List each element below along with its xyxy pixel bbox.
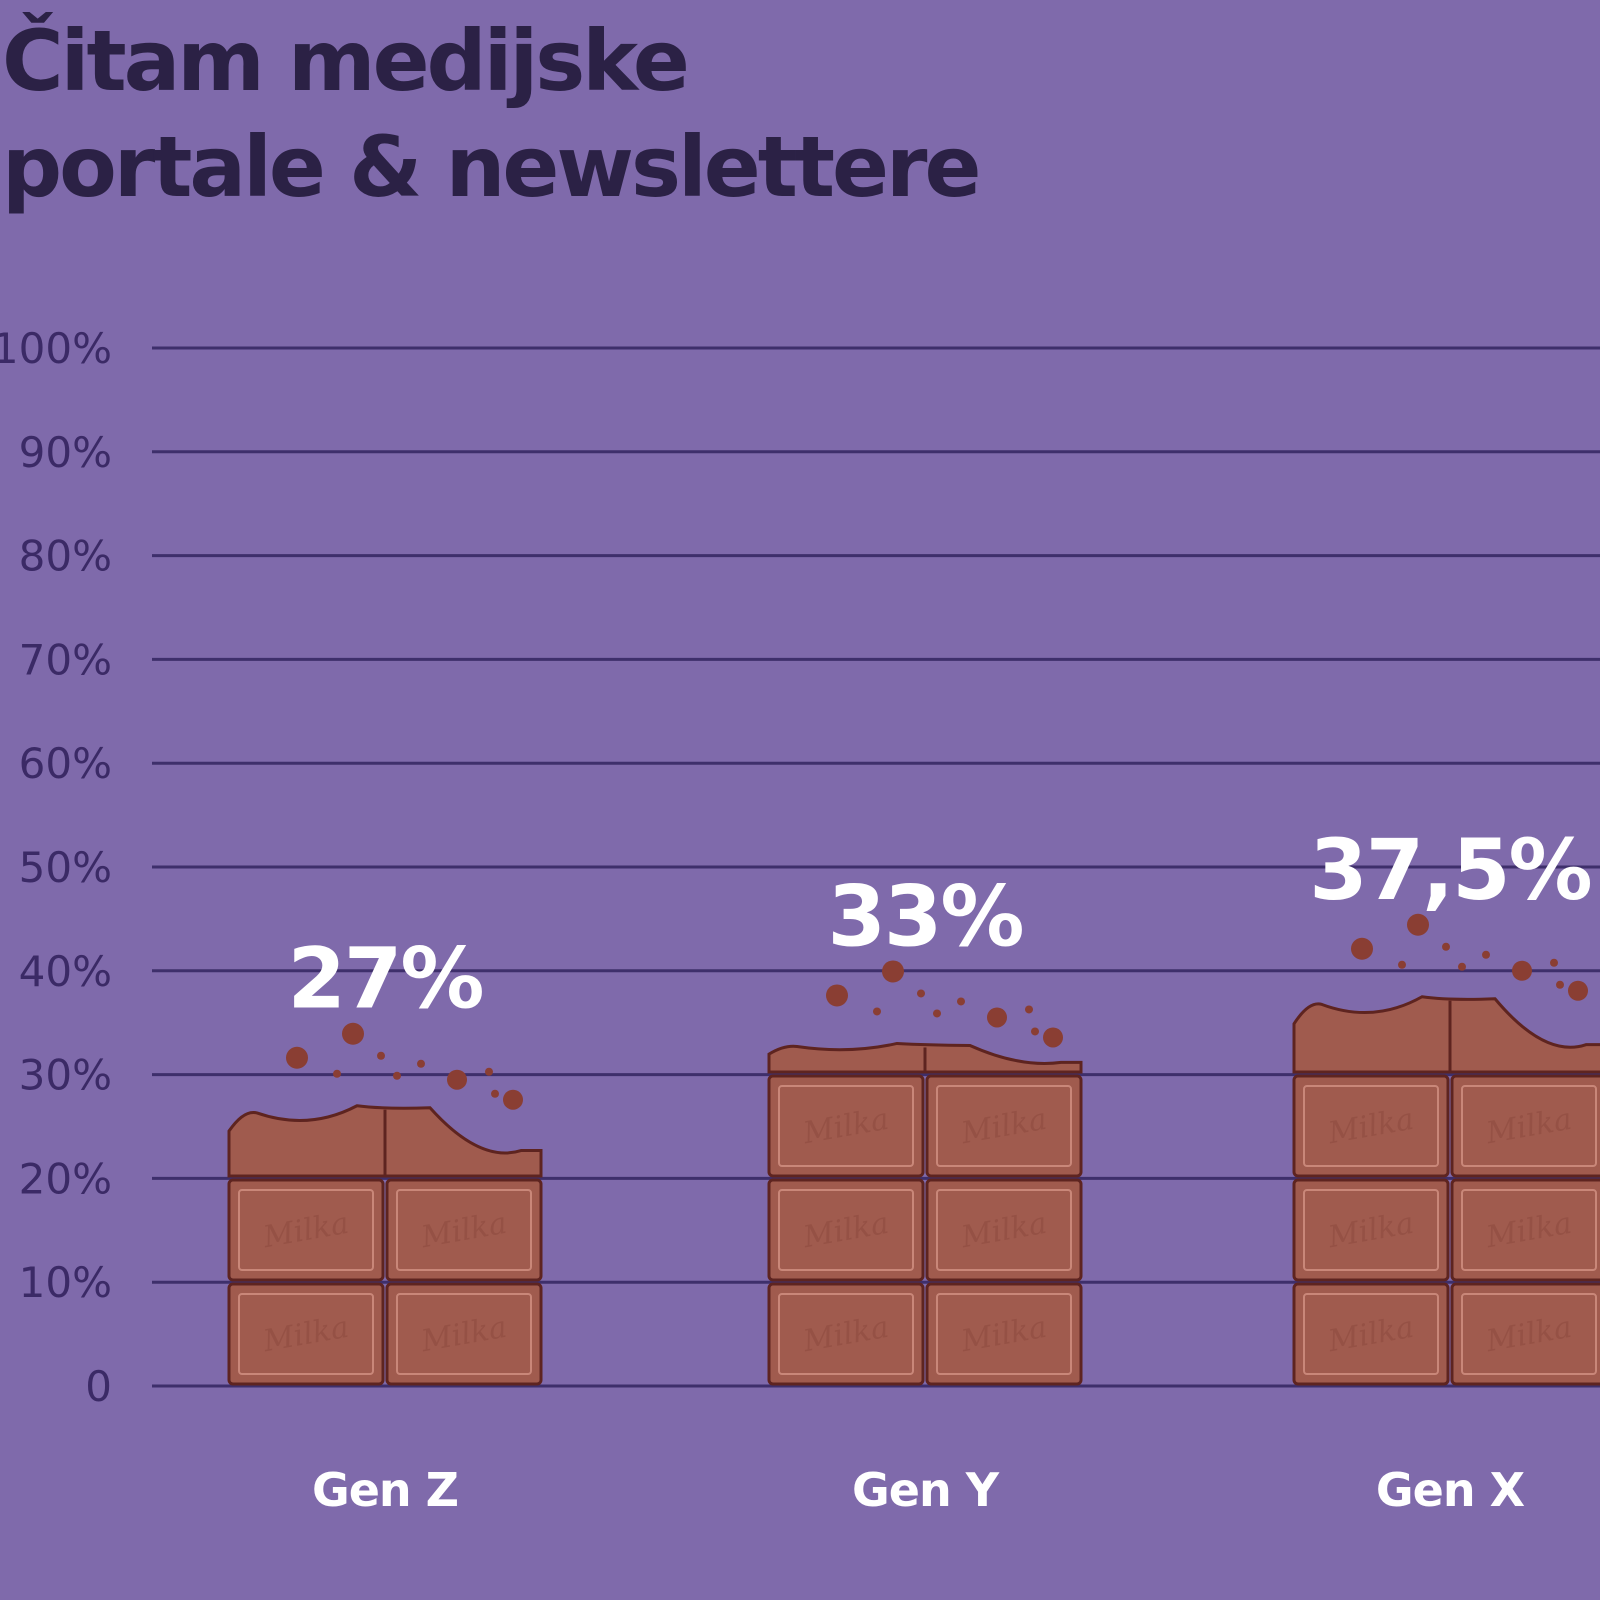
chocolate-piece xyxy=(767,1178,925,1282)
crumb xyxy=(1458,962,1466,971)
crumb xyxy=(882,960,904,983)
y-tick-label: 0 xyxy=(85,1362,112,1411)
crumb xyxy=(1442,942,1450,951)
crumb xyxy=(503,1089,523,1110)
chocolate-piece xyxy=(385,1178,543,1282)
chocolate-piece xyxy=(227,1178,385,1282)
value-label: 33% xyxy=(827,867,1022,965)
category-labels: Gen Z Gen Y Gen X xyxy=(312,1463,1526,1517)
value-labels: 27% 33% 37,5% xyxy=(287,821,1592,1028)
chocolate-piece-bevel xyxy=(1461,1189,1597,1271)
bitten-top-row xyxy=(1292,995,1600,1074)
chocolate-piece-bevel xyxy=(778,1189,914,1271)
y-tick-label: 10% xyxy=(19,1258,112,1307)
crumb xyxy=(1407,913,1429,936)
chocolate-piece-bevel xyxy=(936,1189,1072,1271)
crumb xyxy=(1482,950,1490,959)
category-label: Gen Y xyxy=(852,1463,1000,1517)
crumb xyxy=(485,1067,493,1076)
chocolate-piece xyxy=(925,1282,1083,1386)
y-tick-label: 90% xyxy=(19,428,112,477)
y-tick-label: 70% xyxy=(19,635,112,684)
y-tick-label: 60% xyxy=(19,739,112,788)
crumb xyxy=(917,989,925,998)
crumb xyxy=(417,1059,425,1068)
chocolate-piece-bevel xyxy=(396,1189,532,1271)
chocolate-piece-bevel xyxy=(238,1293,374,1375)
y-tick-label: 30% xyxy=(19,1051,112,1100)
value-label: 27% xyxy=(287,930,482,1028)
y-axis-ticks: 0 10% 20% 30% 40% 50% 60% 70% 80% 90% 100% xyxy=(0,324,112,1411)
crumb xyxy=(1351,937,1373,960)
chocolate-piece xyxy=(767,1282,925,1386)
crumb xyxy=(1025,1005,1033,1014)
chart-title-line-2: portale & newslettere xyxy=(2,118,981,216)
chocolate-piece xyxy=(1292,1074,1450,1178)
chocolate-piece xyxy=(1292,1178,1450,1282)
crumb xyxy=(826,984,848,1007)
chart-title-line-1: Čitam medijske xyxy=(2,12,690,110)
chocolate-piece-bevel xyxy=(396,1293,532,1375)
y-tick-label: 40% xyxy=(19,947,112,996)
category-label: Gen X xyxy=(1376,1463,1525,1517)
crumb xyxy=(1568,980,1588,1001)
crumb xyxy=(957,997,965,1006)
crumb xyxy=(1398,960,1406,969)
chocolate-piece xyxy=(1450,1282,1600,1386)
chocolate-piece-bevel xyxy=(778,1293,914,1375)
crumb xyxy=(987,1007,1007,1028)
chocolate-piece xyxy=(925,1074,1083,1178)
chocolate-piece xyxy=(925,1178,1083,1282)
chocolate-piece-bevel xyxy=(936,1293,1072,1375)
chocolate-piece xyxy=(767,1074,925,1178)
crumb xyxy=(333,1069,341,1078)
crumb xyxy=(447,1069,467,1090)
chocolate-piece-bevel xyxy=(778,1085,914,1167)
crumb xyxy=(491,1089,499,1098)
crumb xyxy=(377,1051,385,1060)
crumb xyxy=(1043,1027,1063,1048)
crumb xyxy=(873,1007,881,1016)
y-tick-label: 50% xyxy=(19,843,112,892)
crumb xyxy=(1550,958,1558,967)
chocolate-piece-bevel xyxy=(1303,1293,1439,1375)
category-label: Gen Z xyxy=(312,1463,458,1517)
crumb xyxy=(1512,960,1532,981)
crumb xyxy=(1556,980,1564,989)
chocolate-piece xyxy=(1450,1074,1600,1178)
chocolate-piece xyxy=(227,1282,385,1386)
chocolate-piece xyxy=(1450,1178,1600,1282)
chocolate-piece xyxy=(1292,1282,1450,1386)
crumb xyxy=(1031,1027,1039,1036)
crumb xyxy=(393,1071,401,1080)
value-label: 37,5% xyxy=(1309,821,1590,919)
crumb xyxy=(286,1046,308,1069)
chocolate-piece-bevel xyxy=(936,1085,1072,1167)
chocolate-piece-bevel xyxy=(1303,1189,1439,1271)
chocolate-piece-bevel xyxy=(1303,1085,1439,1167)
chocolate-piece-bevel xyxy=(1461,1085,1597,1167)
crumb xyxy=(342,1022,364,1045)
chocolate-piece-bevel xyxy=(1461,1293,1597,1375)
chart-title: Čitam medijske portale & newslettere xyxy=(2,8,981,220)
y-tick-label: 80% xyxy=(19,532,112,581)
y-tick-label: 20% xyxy=(19,1154,112,1203)
y-tick-label: 100% xyxy=(0,324,112,373)
crumb xyxy=(933,1009,941,1018)
chocolate-piece xyxy=(385,1282,543,1386)
chocolate-piece-bevel xyxy=(238,1189,374,1271)
